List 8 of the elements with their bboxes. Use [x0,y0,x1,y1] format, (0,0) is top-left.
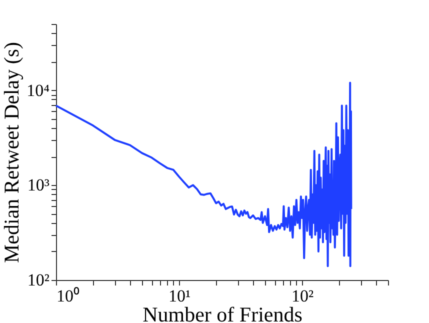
y-tick-label: 10⁴ [26,80,50,100]
y-tick-label: 10³ [27,176,50,195]
y-axis-title: Median Retweet Delay (s) [0,42,24,264]
x-tick-label: 10⁰ [56,286,80,306]
y-tick-label: 10² [27,270,50,290]
x-tick-label: 10¹ [168,286,191,306]
x-tick-label: 10² [291,286,314,306]
x-axis-title: Number of Friends [142,302,302,323]
